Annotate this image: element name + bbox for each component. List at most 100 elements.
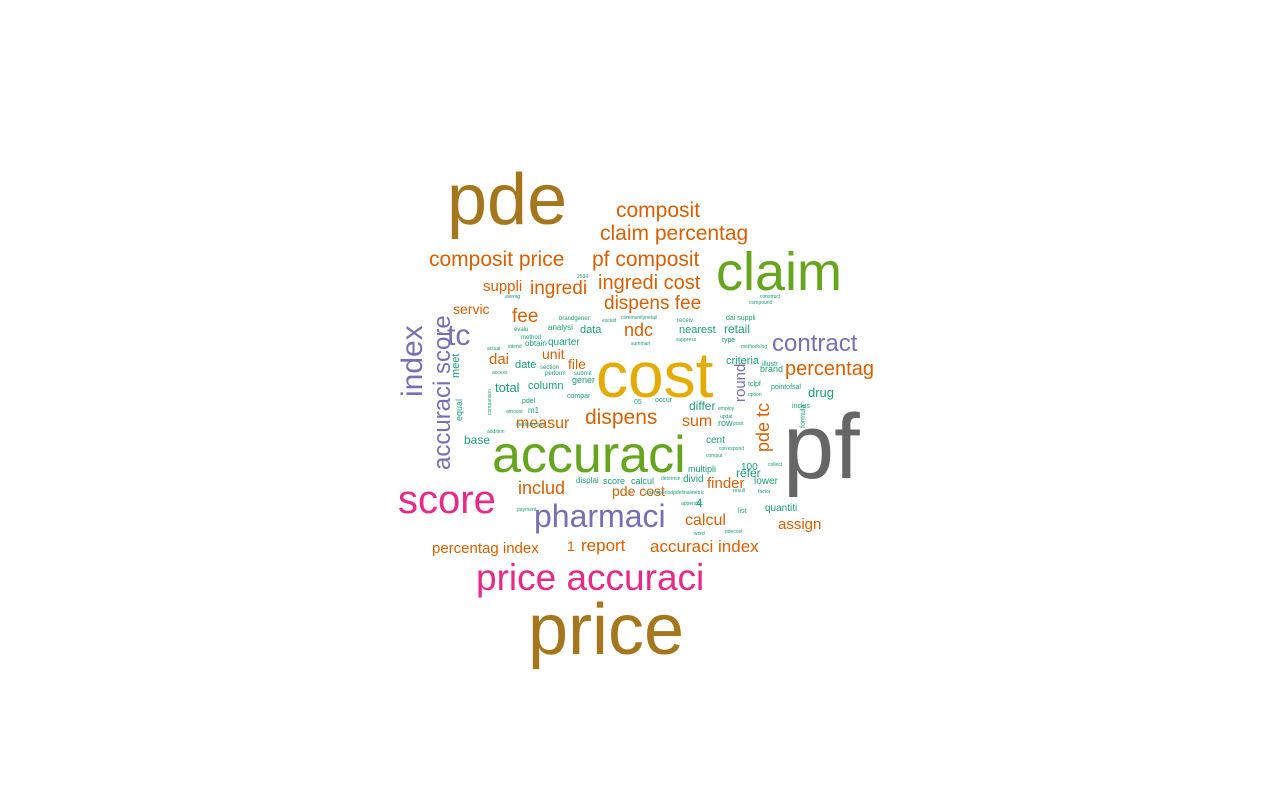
word-sum: sum — [682, 413, 712, 430]
word-quantiti: quantiti — [765, 503, 797, 514]
word-accuraci-index: accuraci index — [650, 537, 759, 556]
word-formula: formula — [800, 405, 807, 428]
word-composit: composit — [616, 199, 700, 222]
word-exclud: exclud — [602, 318, 617, 324]
word-employ: employ — [718, 406, 735, 412]
word-pf: pf — [783, 396, 860, 498]
word-comput: comput — [706, 453, 723, 459]
word-4: 4 — [696, 496, 703, 510]
word-submit: submit — [574, 371, 592, 377]
word-price: price — [528, 590, 684, 670]
word-multipli: multipli — [688, 464, 716, 474]
word-price-accuraci: price accuraci — [476, 557, 704, 598]
word-appendix: appendix — [681, 501, 702, 507]
word-score: score — [603, 476, 625, 486]
word-percentag-index: percentag index — [432, 540, 539, 557]
word-construct: construct — [760, 294, 781, 300]
word-cost: cost — [596, 339, 714, 411]
word-averag: averag — [505, 294, 521, 300]
word-comparison: comparison — [487, 389, 493, 415]
word-pdel: pdel — [522, 398, 536, 405]
word-pdecost: pdecost — [725, 529, 743, 535]
word-composit-price: composit price — [429, 248, 564, 271]
word-nearest: nearest — [679, 324, 716, 336]
word-fee: fee — [512, 306, 538, 327]
word-dai: dai — [489, 351, 509, 368]
word-pharmaci: pharmaci — [534, 498, 666, 534]
word-actual: actual — [487, 346, 500, 352]
word-section: section — [540, 365, 559, 371]
word-dispens-fee: dispens fee — [604, 293, 701, 314]
word-date: date — [515, 359, 536, 371]
word-round: round — [732, 364, 749, 402]
word-ingredi: ingredi — [530, 278, 587, 299]
word-claim-percentag: claim percentag — [600, 222, 748, 245]
word-quarter: quarter — [548, 337, 580, 348]
word-gener: gener — [572, 375, 595, 385]
word-1: 1 — [567, 538, 575, 554]
word-claim: claim — [716, 242, 842, 302]
word-equal: equal — [454, 399, 464, 421]
word-100: 100 — [741, 462, 758, 473]
word-perform: perform — [545, 371, 566, 377]
word-method: method — [521, 335, 541, 341]
word-column: column — [528, 380, 563, 392]
word-accuraci-score: accuraci score — [429, 315, 456, 470]
word-claimsperiodpdefinalmetric: claimsperiodpdefinalmetric — [645, 490, 705, 496]
word-suppress: suppress — [676, 337, 697, 343]
word-refer: refer — [736, 466, 761, 480]
word-assign: assign — [778, 516, 821, 533]
word-displai: displai — [576, 476, 599, 485]
word-calcul: calcul — [631, 476, 654, 486]
word-measur: measur — [516, 415, 570, 432]
word-brand: brand — [760, 364, 783, 374]
word-pde-cost: pde cost — [612, 483, 665, 499]
word-type: type — [722, 337, 735, 344]
word-total: total — [495, 380, 520, 395]
word-pde: pde — [447, 160, 567, 240]
word-obtain: obtain — [525, 339, 547, 348]
word-contract: contract — [772, 330, 858, 357]
word-pointofsal: pointofsal — [771, 384, 801, 391]
word-dispens: dispens — [585, 406, 657, 429]
word-data: data — [580, 324, 602, 336]
word-dai-suppli: dai suppli — [726, 315, 756, 322]
word-unit: unit — [542, 346, 565, 362]
word-inclus: inclus — [792, 403, 810, 410]
word-divid: divid — [683, 474, 704, 485]
word-factor: factor — [758, 489, 771, 495]
word-2534: 2534 — [577, 274, 588, 280]
word-score: score — [398, 478, 496, 522]
word-servic: servic — [453, 301, 490, 317]
word-payment: payment — [517, 507, 537, 513]
word-ndc: ndc — [624, 320, 653, 340]
word-addition: addition — [487, 429, 505, 435]
word-retail: retail — [724, 322, 750, 336]
word-receiv: receiv — [677, 318, 693, 324]
word-differ: differ — [689, 399, 715, 413]
word-summari: summari — [631, 341, 650, 347]
word-result: result — [733, 488, 746, 494]
word-list: list — [738, 508, 747, 515]
word-brandgener: brandgener — [559, 316, 590, 322]
word-option: option — [748, 392, 762, 398]
word-occur: occur — [655, 397, 673, 404]
word-base: base — [464, 433, 490, 447]
word-illustr: illustr — [762, 361, 779, 368]
word-cent: cent — [706, 435, 725, 446]
word-accuraci: accuraci — [492, 426, 686, 484]
word-ingredi-cost: ingredi cost — [598, 272, 701, 294]
word-calcul: calcul — [685, 512, 726, 529]
word-row: row — [718, 418, 733, 428]
word-collect: collect — [768, 462, 783, 468]
word-evalu: evalu — [514, 327, 528, 333]
word-communitynetail: communitynetail — [621, 315, 657, 321]
word-meet: meet — [450, 354, 462, 378]
word-05: 05 — [634, 399, 642, 406]
word-index: index — [396, 325, 429, 397]
word-finder: finder — [707, 475, 745, 492]
word-suppli: suppli — [483, 278, 522, 295]
word-pf-composit: pf composit — [592, 248, 700, 271]
word-criteria: criteria — [726, 355, 760, 367]
